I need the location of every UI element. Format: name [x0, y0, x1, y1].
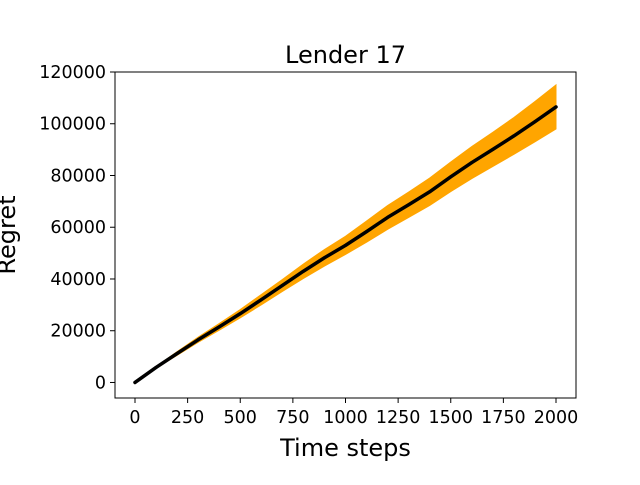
x-tick-label: 250: [171, 408, 204, 428]
x-tick-label: 750: [276, 408, 309, 428]
y-tick-label: 40000: [50, 270, 106, 290]
data-point: [491, 147, 495, 151]
data-point: [533, 120, 537, 124]
y-axis-title: Regret: [0, 195, 21, 274]
x-tick-label: 1500: [428, 408, 473, 428]
data-point: [238, 312, 242, 316]
x-tick-label: 2000: [534, 408, 579, 428]
y-tick-label: 80000: [50, 166, 106, 186]
x-tick-label: 1000: [323, 408, 368, 428]
data-point: [344, 243, 347, 247]
data-point: [512, 134, 516, 138]
data-point: [428, 190, 432, 194]
x-tick-label: 500: [224, 408, 257, 428]
data-point: [280, 283, 284, 287]
data-point: [259, 298, 263, 302]
y-tick-label: 20000: [50, 322, 106, 342]
y-tick-label: 60000: [50, 218, 106, 238]
data-point: [217, 325, 221, 329]
data-point: [554, 105, 558, 109]
data-point: [154, 365, 158, 369]
data-point: [133, 380, 137, 384]
data-point: [449, 175, 453, 179]
data-point: [386, 215, 390, 219]
data-point: [407, 203, 411, 207]
x-tick-label: 0: [129, 408, 140, 428]
chart-title: Lender 17: [285, 41, 406, 69]
y-tick-label: 120000: [39, 63, 106, 83]
data-point: [365, 230, 369, 234]
y-tick-label: 100000: [39, 115, 106, 135]
data-point: [175, 352, 179, 355]
x-tick-label: 1750: [481, 408, 526, 428]
data-point: [196, 338, 200, 342]
data-point: [322, 256, 326, 260]
data-point: [470, 161, 474, 165]
x-axis-title: Time steps: [279, 434, 411, 462]
data-point: [301, 269, 305, 273]
y-tick-label: 0: [95, 373, 106, 393]
x-tick-label: 1250: [376, 408, 421, 428]
